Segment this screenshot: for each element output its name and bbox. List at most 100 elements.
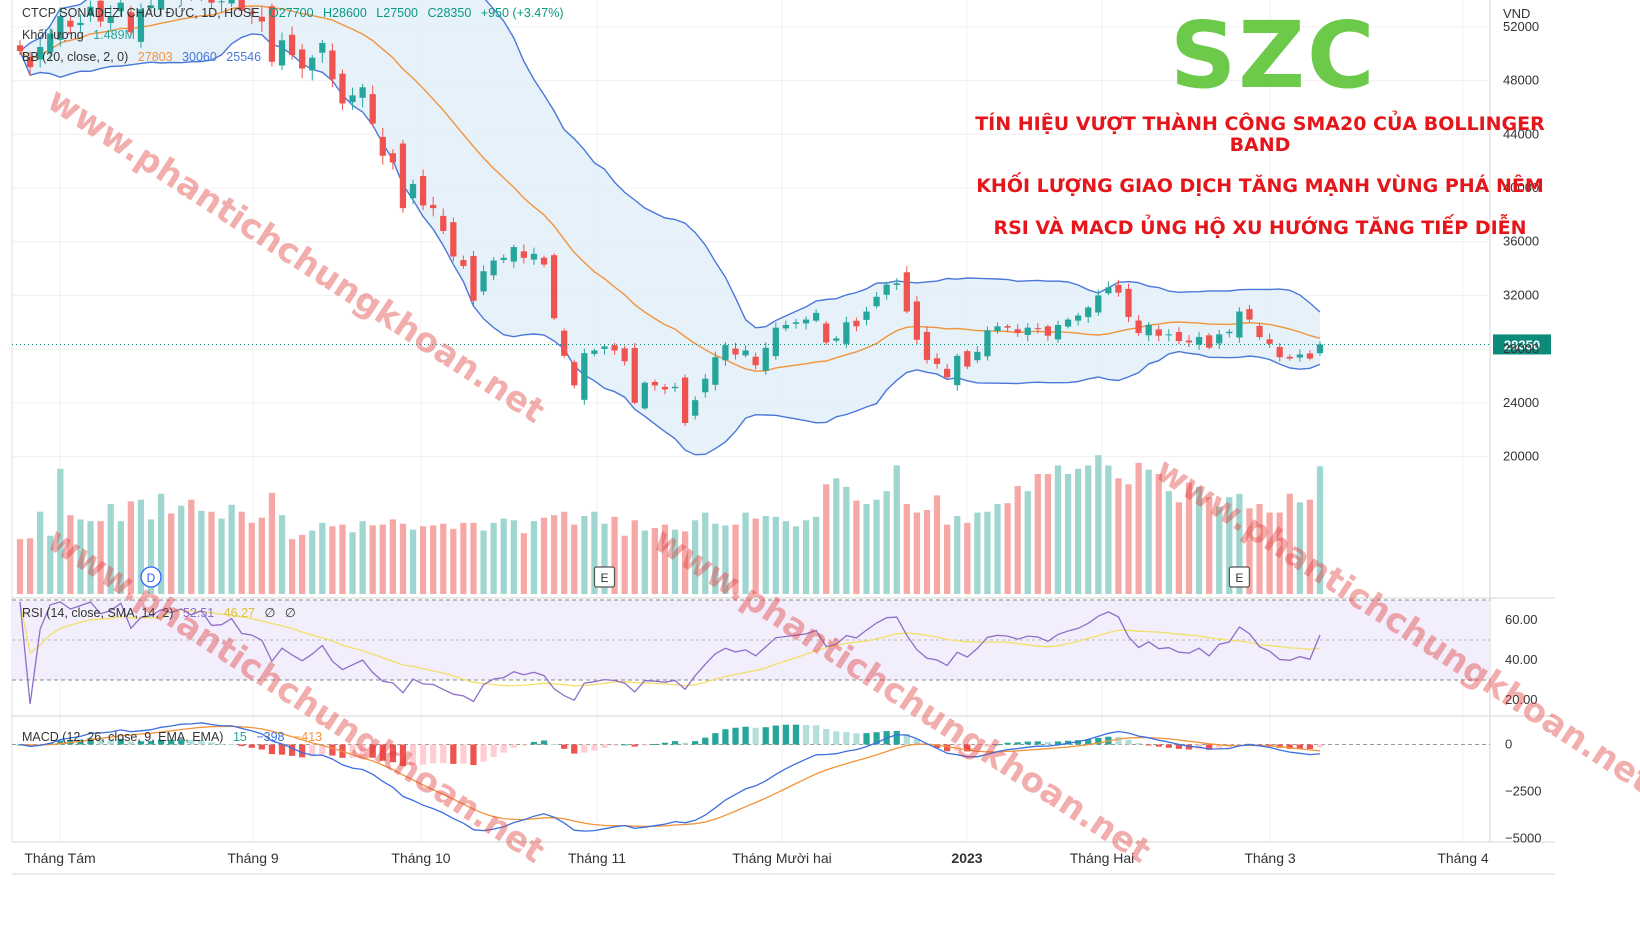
candle-body [147, 5, 155, 8]
volume-bar [661, 524, 669, 594]
macd-histogram-bar [671, 741, 679, 745]
candle [853, 317, 860, 332]
candle [1145, 322, 1152, 342]
volume-bar [1246, 508, 1253, 594]
volume-bar [147, 519, 155, 594]
candle-body [1236, 311, 1243, 338]
macd-histogram-bar [87, 738, 94, 745]
candle [450, 217, 457, 262]
candle-body [873, 296, 880, 307]
macd-histogram-bar [1024, 741, 1031, 745]
macd-histogram-bar [621, 744, 628, 746]
candle-body [47, 33, 54, 53]
macd-histogram-bar [1014, 742, 1021, 745]
candle [1246, 305, 1253, 323]
volume-bar [127, 501, 134, 594]
macd-histogram-bar [802, 725, 810, 745]
candle-body [500, 257, 507, 260]
macd-histogram-bar [1054, 741, 1062, 745]
macd-title: MACD (12, 26, close, 9, EMA, EMA) [22, 730, 224, 744]
volume-bar [188, 499, 195, 594]
macd-histogram-bar [581, 744, 588, 753]
candle [813, 309, 820, 323]
macd-histogram-bar [1316, 744, 1324, 748]
macd-histogram-bar [319, 744, 326, 755]
volume-bar [168, 513, 175, 594]
candle-body [1085, 307, 1092, 318]
candle [379, 127, 386, 165]
candle-body [762, 347, 769, 371]
volume-bar [873, 499, 880, 594]
candle [651, 379, 659, 391]
macd-histogram-bar [994, 744, 1001, 746]
volume-bar [571, 524, 578, 594]
candle [117, 0, 124, 17]
candle-body [843, 322, 850, 344]
grid-layer [11, 0, 1555, 875]
macd-histogram-bar [742, 726, 749, 745]
high-value: H28600 [323, 6, 367, 20]
macd-histogram-bar [309, 744, 316, 757]
price-tick-label: 36000 [1503, 234, 1539, 249]
volume-bar [97, 521, 104, 594]
candle [520, 244, 527, 264]
volume-bar [994, 504, 1001, 594]
bb-upper-value: 30060 [182, 50, 217, 64]
volume-value: 1.489M [93, 28, 135, 42]
macd-histogram-bar [540, 740, 548, 745]
candle-body [1276, 347, 1283, 358]
price-pane [12, 0, 1490, 456]
macd-histogram-bar [1286, 744, 1293, 749]
candle-body [621, 348, 628, 362]
candle [1226, 329, 1233, 338]
candle [571, 359, 578, 389]
candle-body [1145, 324, 1152, 336]
candle-body [440, 215, 447, 231]
macd-histogram-bar [984, 744, 991, 747]
price-tick-label: 20000 [1503, 449, 1539, 464]
macd-histogram-bar [651, 743, 659, 745]
candle [681, 374, 689, 427]
candle [228, 0, 235, 8]
price-legend: CTCP SONADEZI CHÂU ĐỨC, 1D, HOSE O27700 … [22, 6, 569, 20]
candle-body [792, 322, 800, 324]
candle [1185, 335, 1193, 347]
candle [762, 342, 769, 375]
candle [510, 244, 517, 268]
candle-body [591, 350, 598, 354]
candle [57, 7, 64, 47]
price-unit-label: VND [1503, 6, 1530, 21]
candle-body [742, 350, 749, 356]
ticker-title: SZC [1170, 2, 1377, 109]
macd-line [19, 722, 1321, 832]
candle [1054, 320, 1062, 343]
volume-bar [278, 515, 286, 594]
bb-basis-value: 27803 [137, 50, 173, 64]
candle-body [1095, 295, 1102, 313]
candle-body [974, 351, 981, 361]
volume-bar [440, 523, 447, 594]
candle [802, 316, 810, 330]
candle-body [1306, 353, 1314, 359]
event-marker-label: D [147, 571, 156, 585]
macd-histogram-bar [681, 742, 689, 745]
volume-bar [258, 517, 265, 594]
candle [1306, 350, 1314, 361]
macd-histogram-bar [853, 733, 860, 745]
macd-histogram-bar [127, 741, 134, 745]
candle-body [1155, 329, 1162, 336]
macd-histogram-bar [379, 744, 386, 761]
candle [591, 348, 598, 357]
macd-histogram-bar [147, 741, 155, 745]
macd-histogram-bar [1044, 741, 1052, 745]
macd-histogram-bar [843, 732, 850, 745]
event-marker-label: E [600, 571, 608, 585]
candle [994, 322, 1001, 334]
volume-bar [1216, 506, 1223, 594]
candle-body [550, 255, 558, 319]
candle [782, 320, 790, 332]
candle [1125, 283, 1132, 323]
candle-body [581, 353, 588, 400]
